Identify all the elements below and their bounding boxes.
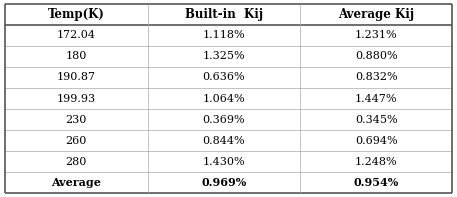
Text: 0.345%: 0.345% [355,114,398,125]
Text: 1.248%: 1.248% [355,157,398,166]
Text: 172.04: 172.04 [57,31,96,40]
Text: 230: 230 [65,114,87,125]
Text: 1.231%: 1.231% [355,31,398,40]
Text: 0.832%: 0.832% [355,72,398,83]
Text: 0.844%: 0.844% [203,136,245,146]
Text: Average: Average [51,177,101,188]
Text: Built-in  Kij: Built-in Kij [185,8,263,21]
Text: 180: 180 [65,51,87,61]
Text: 260: 260 [65,136,87,146]
Text: 1.118%: 1.118% [203,31,245,40]
Text: 0.969%: 0.969% [202,177,247,188]
Text: 0.880%: 0.880% [355,51,398,61]
Text: 1.064%: 1.064% [203,94,245,103]
Text: 0.369%: 0.369% [203,114,245,125]
Text: Temp(K): Temp(K) [48,8,105,21]
Text: 199.93: 199.93 [57,94,96,103]
Text: 0.954%: 0.954% [354,177,399,188]
Text: 1.430%: 1.430% [203,157,245,166]
Text: 280: 280 [65,157,87,166]
Text: Average Kij: Average Kij [338,8,414,21]
Text: 0.694%: 0.694% [355,136,398,146]
Text: 1.447%: 1.447% [355,94,398,103]
Text: 0.636%: 0.636% [203,72,245,83]
Text: 190.87: 190.87 [57,72,96,83]
Text: 1.325%: 1.325% [203,51,245,61]
